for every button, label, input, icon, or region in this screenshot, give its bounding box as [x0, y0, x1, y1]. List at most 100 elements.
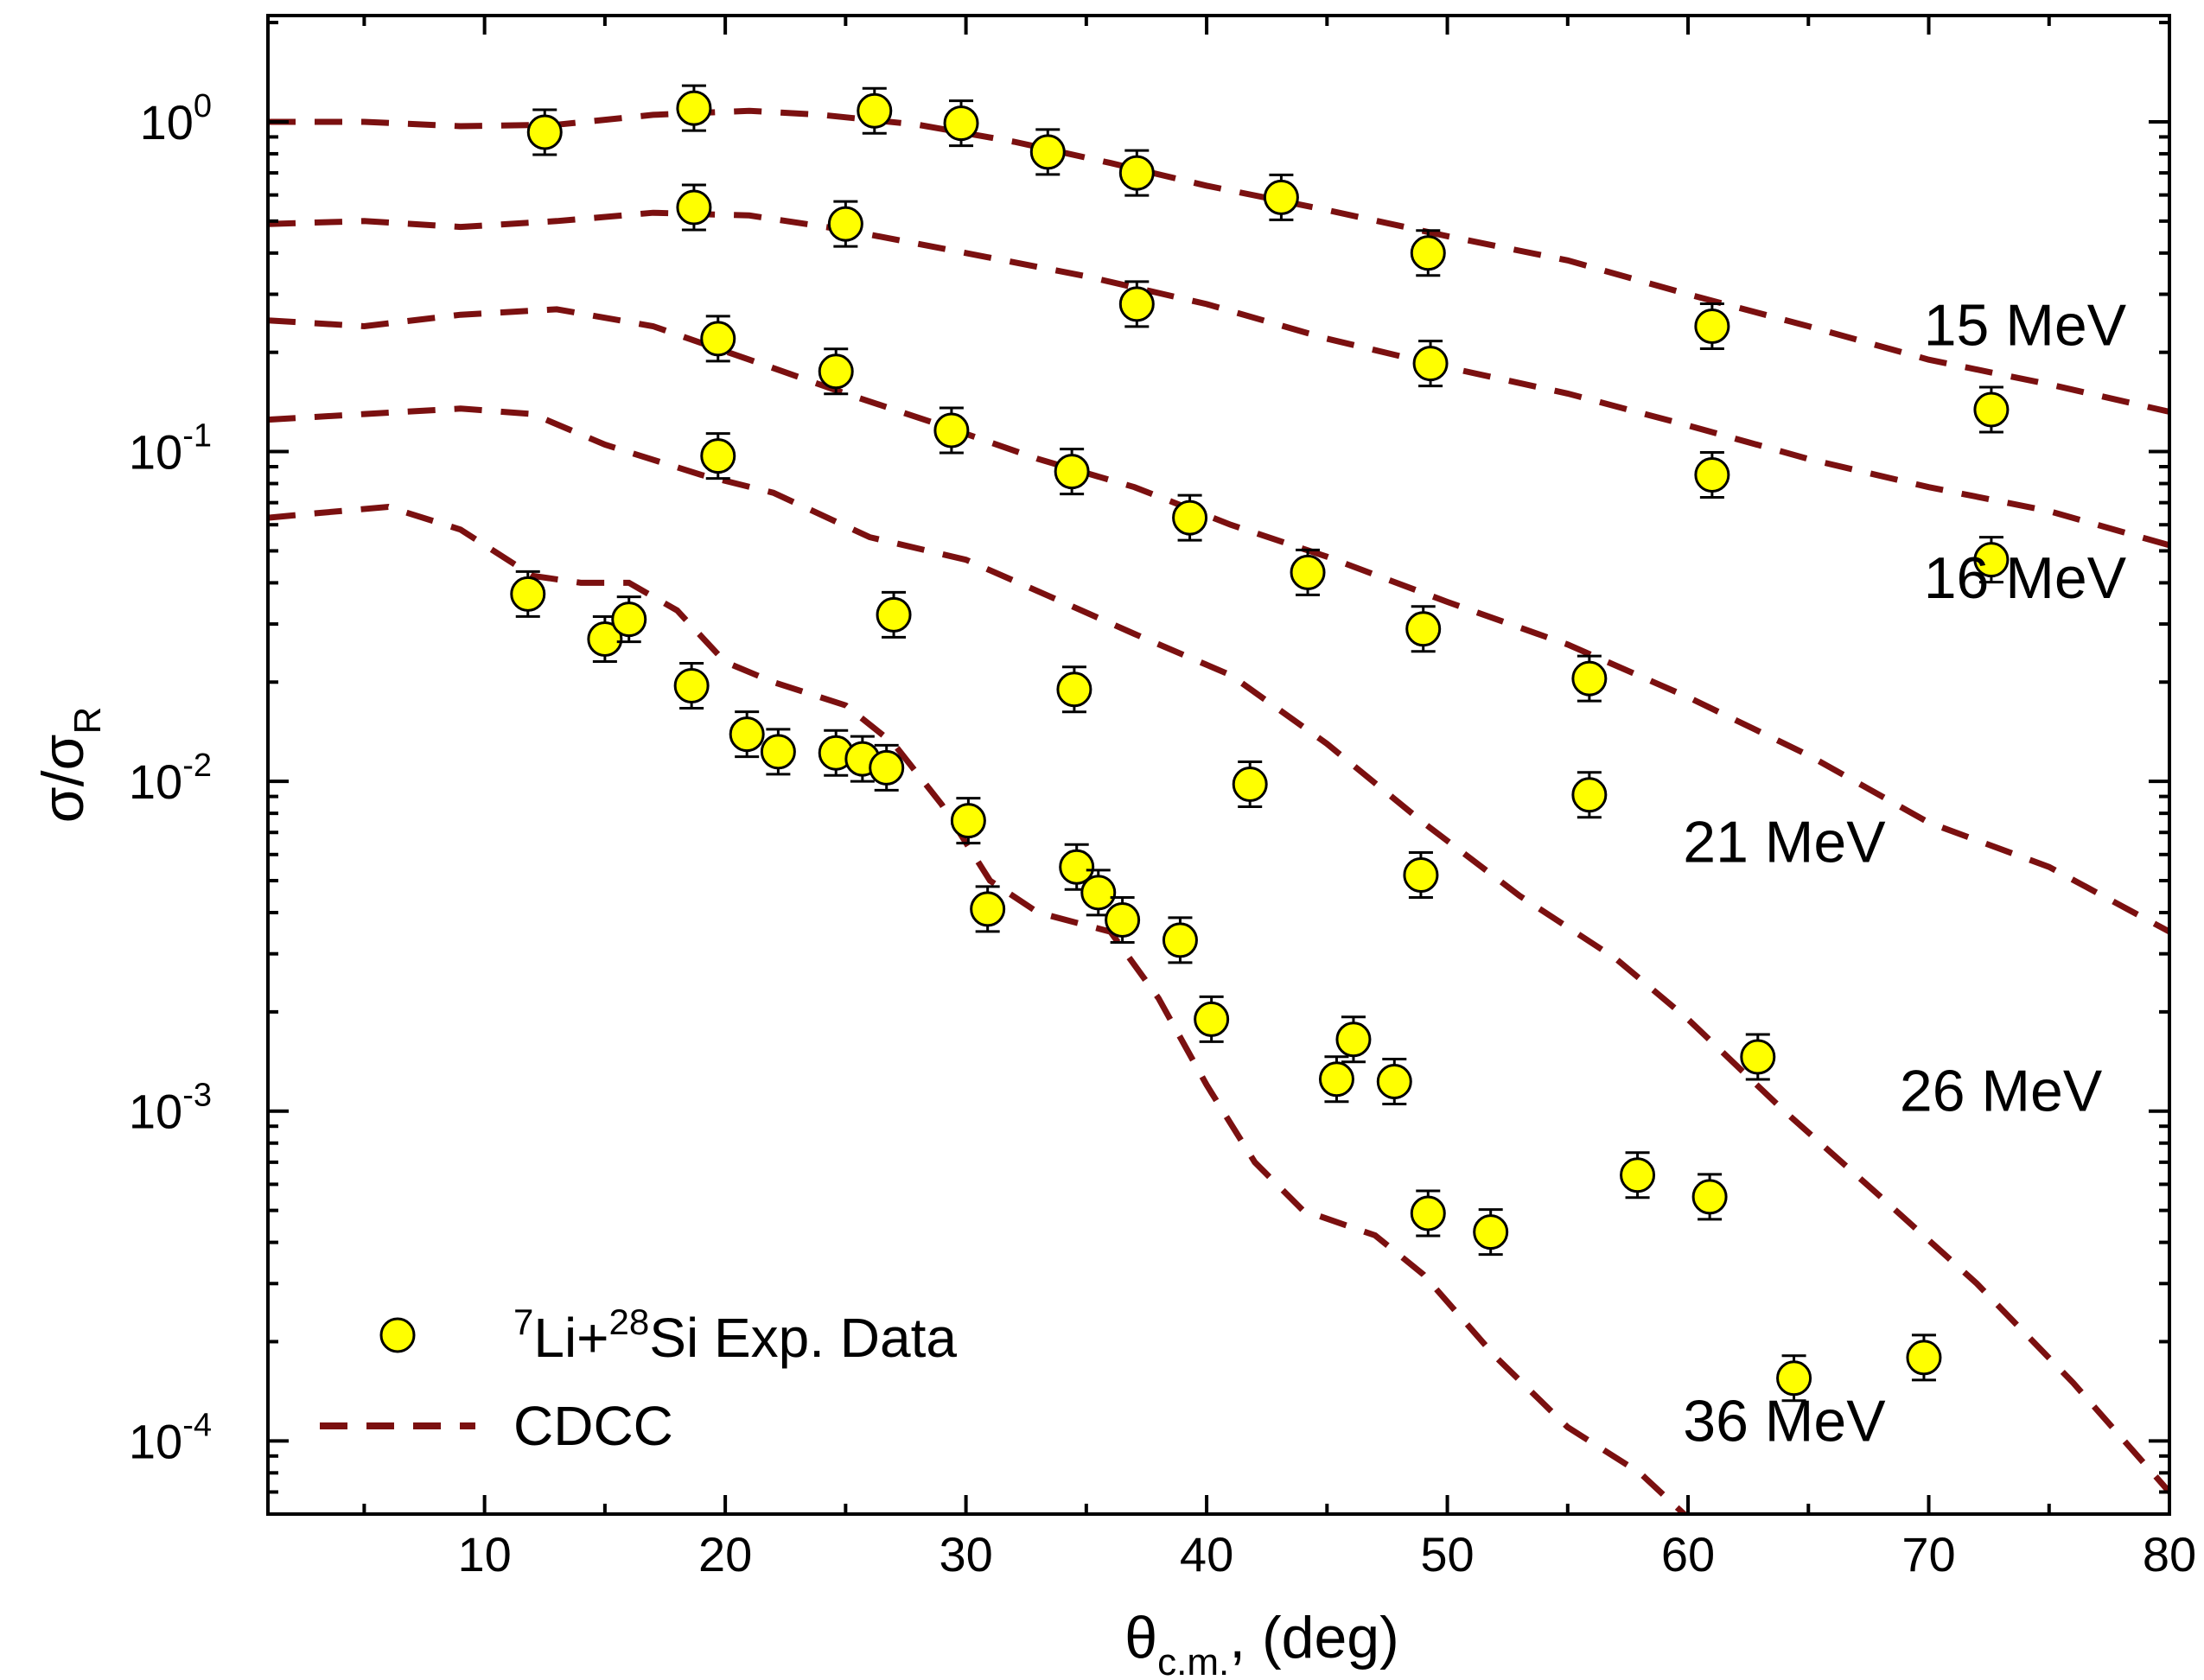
- x-axis-title-main: θ: [1124, 1605, 1157, 1670]
- energy-label: 26 MeV: [1900, 1059, 2103, 1124]
- y-axis-ticks: 100 10-1 10-2 10-3 10-4: [129, 21, 2169, 1516]
- x-axis-title: θc.m., (deg): [1124, 1605, 1398, 1680]
- data-point: [1029, 128, 1066, 176]
- x-tick-label: 10: [457, 1527, 511, 1581]
- data-marker: [1694, 308, 1730, 344]
- data-point: [1403, 851, 1439, 900]
- data-point: [526, 108, 563, 156]
- data-marker: [827, 206, 863, 242]
- data-point: [1335, 1015, 1372, 1064]
- y-axis-title-sub: R: [67, 707, 109, 735]
- data-point: [970, 885, 1006, 933]
- data-point: [760, 728, 796, 776]
- data-point: [857, 86, 893, 135]
- data-marker: [1118, 286, 1155, 322]
- energy-labels: 15 MeV 16 MeV 21 MeV 26 MeV 36 MeV: [1683, 293, 2126, 1454]
- data-point: [700, 432, 736, 480]
- data-point: [1694, 450, 1730, 499]
- data-point: [729, 710, 765, 759]
- x-tick-label: 80: [2143, 1527, 2196, 1581]
- y-tick-label: 10-4: [129, 1407, 212, 1468]
- data-marker: [676, 90, 712, 126]
- legend-data-label-pre: 7: [513, 1301, 533, 1342]
- data-marker: [970, 891, 1006, 927]
- data-point: [1376, 1057, 1412, 1105]
- data-point: [1080, 869, 1117, 917]
- data-point: [1172, 493, 1208, 542]
- data-point: [818, 347, 854, 396]
- data-marker: [1059, 849, 1095, 885]
- data-point: [827, 200, 863, 248]
- data-marker: [760, 734, 796, 770]
- data-point: [1620, 1151, 1656, 1200]
- data-point: [1118, 149, 1155, 197]
- data-point: [1118, 280, 1155, 328]
- legend-data-label: 7Li+28Si Exp. Data: [513, 1301, 957, 1369]
- cdcc-curve-5: [268, 503, 1689, 1514]
- energy-label: 36 MeV: [1683, 1388, 1886, 1454]
- data-point: [510, 570, 546, 618]
- data-point: [1973, 385, 2010, 434]
- data-point: [1410, 229, 1446, 277]
- data-marker: [1080, 875, 1117, 911]
- data-marker: [510, 576, 546, 612]
- data-marker: [1403, 857, 1439, 894]
- x-axis-ticks: 10 20 30 40 50 60 70 80: [362, 16, 2196, 1581]
- data-marker: [1620, 1157, 1656, 1193]
- data-marker: [673, 667, 710, 703]
- data-point: [700, 315, 736, 363]
- data-point: [876, 590, 912, 639]
- data-marker: [1263, 179, 1299, 215]
- data-point: [673, 661, 710, 710]
- plot-frame: [266, 14, 2171, 1516]
- data-marker: [1194, 1001, 1230, 1037]
- data-point: [1691, 1173, 1728, 1221]
- data-point: [1232, 760, 1268, 808]
- data-marker: [818, 353, 854, 390]
- data-point: [933, 406, 970, 455]
- data-marker: [1410, 235, 1446, 271]
- data-marker: [1571, 777, 1608, 813]
- legend-data-label-post: Si Exp. Data: [649, 1307, 957, 1369]
- data-marker: [1029, 134, 1066, 170]
- energy-label: 21 MeV: [1683, 809, 1886, 875]
- legend-data-label-mid: Li+: [533, 1307, 608, 1369]
- data-marker: [857, 92, 893, 129]
- data-marker: [1973, 391, 2010, 428]
- data-point: [1290, 548, 1326, 596]
- energy-label: 15 MeV: [1924, 293, 2127, 359]
- data-marker: [1740, 1039, 1776, 1075]
- data-point: [1263, 173, 1299, 221]
- data-marker: [1054, 454, 1090, 490]
- data-marker: [1410, 1195, 1446, 1231]
- x-tick-label: 50: [1420, 1527, 1474, 1581]
- data-marker: [1162, 922, 1198, 958]
- data-point: [1906, 1333, 1942, 1382]
- data-marker: [943, 105, 979, 142]
- data-marker: [1118, 155, 1155, 191]
- data-marker: [526, 114, 563, 150]
- legend-model-label: CDCC: [513, 1395, 673, 1457]
- y-tick-label: 10-3: [129, 1078, 212, 1139]
- experimental-points: [510, 84, 2010, 1403]
- data-marker: [1571, 660, 1608, 697]
- data-point: [1410, 1189, 1446, 1238]
- x-tick-label: 20: [698, 1527, 752, 1581]
- data-point: [943, 99, 979, 148]
- x-tick-label: 40: [1180, 1527, 1233, 1581]
- data-marker: [1776, 1360, 1812, 1397]
- legend-data-marker: [379, 1317, 416, 1353]
- data-marker: [1973, 542, 2010, 578]
- data-marker: [1906, 1340, 1942, 1376]
- data-marker: [1318, 1061, 1354, 1098]
- data-marker: [587, 621, 623, 658]
- data-point: [1194, 995, 1230, 1043]
- x-axis-title-sub: c.m.: [1157, 1641, 1229, 1680]
- data-marker: [1172, 500, 1208, 536]
- data-marker: [876, 596, 912, 633]
- data-marker: [1335, 1021, 1372, 1058]
- data-point: [611, 595, 647, 644]
- data-marker: [950, 803, 986, 839]
- data-marker: [1694, 456, 1730, 493]
- data-marker: [1405, 611, 1442, 647]
